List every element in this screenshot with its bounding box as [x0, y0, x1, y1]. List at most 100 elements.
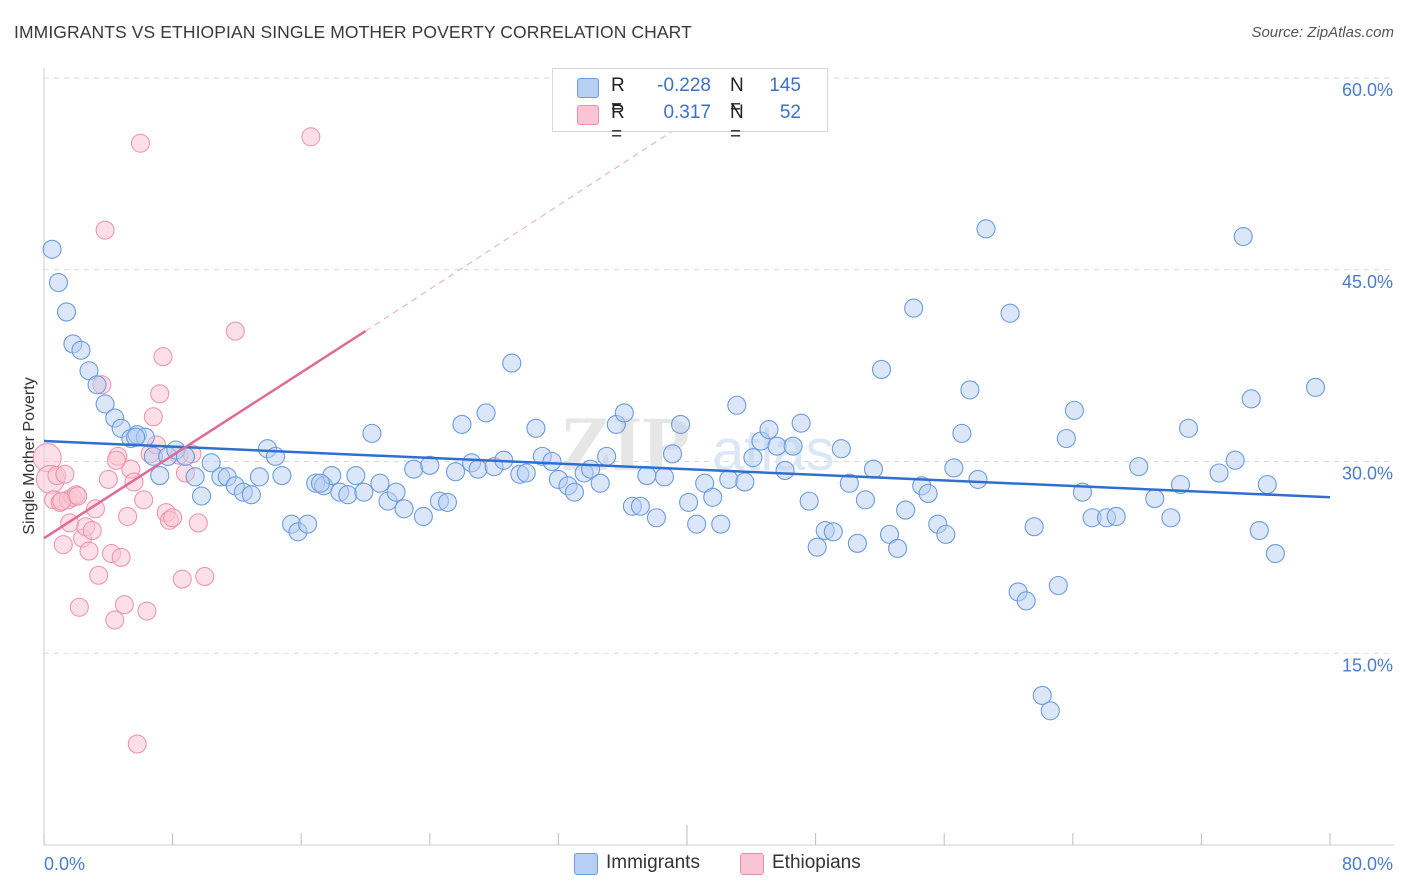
grid-lines	[44, 77, 1394, 654]
immigrants-point	[918, 483, 938, 504]
ethiopians-point	[130, 133, 150, 153]
ethiopians-legend-swatch	[740, 853, 764, 875]
immigrants-point	[703, 487, 723, 507]
ethiopians-point	[98, 469, 118, 489]
immigrants-point	[564, 482, 585, 502]
immigrants-point	[976, 219, 996, 239]
ethiopians-point	[95, 220, 115, 240]
immigrants-point	[654, 467, 675, 487]
chart-source: Source: ZipAtlas.com	[1251, 24, 1394, 41]
immigrants-point	[646, 508, 667, 528]
immigrants-point	[1048, 575, 1068, 596]
immigrants-point	[362, 423, 382, 443]
immigrants-point	[1170, 474, 1191, 495]
immigrants-point	[952, 423, 972, 443]
legend-r-value: -0.228	[657, 75, 711, 96]
immigrants-point	[191, 486, 212, 506]
immigrants-point	[1305, 377, 1326, 397]
immigrants-point	[590, 473, 610, 493]
ethiopians-point	[53, 535, 73, 555]
immigrants-point	[759, 419, 779, 440]
immigrants-point	[95, 394, 115, 414]
immigrants-point	[823, 522, 843, 542]
immigrants-point	[56, 302, 77, 322]
immigrants-point	[413, 506, 433, 527]
ethiopians-point	[143, 407, 163, 427]
immigrants-point	[272, 466, 292, 486]
immigrants-point	[338, 485, 358, 505]
immigrants-point	[1106, 506, 1126, 527]
x-tick-label-max: 80.0%	[1342, 854, 1393, 874]
ethiopians-point	[150, 384, 170, 404]
immigrants-point	[502, 353, 522, 373]
immigrants-point	[597, 446, 617, 466]
ethiopians-point	[111, 547, 131, 567]
y-axis-label: Single Mother Poverty	[21, 377, 38, 534]
immigrants-point	[150, 466, 170, 486]
ethiopians-point	[163, 508, 183, 528]
immigrants-point	[799, 491, 819, 511]
immigrants-point	[871, 359, 892, 380]
immigrants-point	[420, 455, 440, 475]
immigrants-point	[354, 482, 374, 502]
ethiopians-point	[82, 521, 102, 541]
immigrants-point	[71, 340, 91, 360]
immigrants-point	[847, 533, 867, 553]
immigrants-point	[445, 462, 466, 482]
ethiopians-point	[52, 491, 72, 511]
ethiopians-trend-extension	[365, 115, 696, 332]
x-tick-label-min: 0.0%	[44, 854, 85, 874]
immigrants-point	[1257, 474, 1277, 495]
ethiopians-point	[114, 595, 134, 615]
legend-r-label: R =	[611, 75, 625, 118]
ethiopians-point	[134, 490, 154, 510]
immigrants-point	[1032, 685, 1052, 705]
ethiopians-point	[225, 321, 245, 341]
legend-r-label: R =	[611, 102, 625, 145]
immigrants-point	[1000, 303, 1020, 323]
immigrants-point	[630, 496, 650, 516]
immigrants-point	[783, 436, 803, 456]
immigrants-point	[1265, 543, 1285, 564]
ethiopians-point	[85, 499, 105, 519]
y-tick-label: 15.0%	[1342, 655, 1393, 675]
immigrants-point	[896, 500, 916, 520]
immigrants-point	[711, 514, 731, 534]
immigrants-point	[404, 459, 424, 479]
immigrants-point	[241, 485, 261, 505]
immigrants-swatch	[577, 78, 599, 98]
y-tick-label: 45.0%	[1342, 272, 1393, 292]
immigrants-point	[42, 239, 62, 259]
immigrants-point	[476, 403, 496, 423]
y-tick-label: 30.0%	[1342, 464, 1393, 484]
immigrants-point	[687, 514, 707, 534]
immigrants-point	[1225, 450, 1245, 470]
ethiopians-point	[68, 486, 88, 506]
immigrants-point	[394, 499, 414, 519]
immigrants-point	[126, 427, 146, 447]
ethiopians-point	[153, 347, 173, 367]
immigrants-point	[310, 473, 331, 493]
ethiopians-point	[188, 513, 208, 533]
immigrants-point	[775, 460, 795, 480]
immigrants-point	[87, 375, 107, 395]
x-ticks	[43, 825, 1331, 845]
immigrants-point	[904, 298, 924, 318]
immigrants-point	[1064, 400, 1084, 420]
immigrants-point	[370, 473, 390, 493]
ethiopians-points	[32, 127, 321, 754]
immigrants-point	[727, 395, 747, 415]
immigrants-point	[960, 380, 980, 400]
immigrants-point	[936, 524, 956, 544]
immigrants-point	[298, 514, 318, 534]
ethiopians-point	[172, 569, 192, 589]
immigrants-point	[1056, 428, 1076, 449]
immigrants-point	[1016, 591, 1036, 611]
immigrants-point	[839, 473, 859, 493]
ethiopians-point	[301, 127, 321, 147]
ethiopians-point	[69, 597, 89, 617]
immigrants-legend-swatch	[574, 853, 598, 875]
ethiopians-point	[105, 610, 125, 630]
immigrants-point	[437, 492, 458, 512]
immigrants-point	[386, 482, 406, 502]
